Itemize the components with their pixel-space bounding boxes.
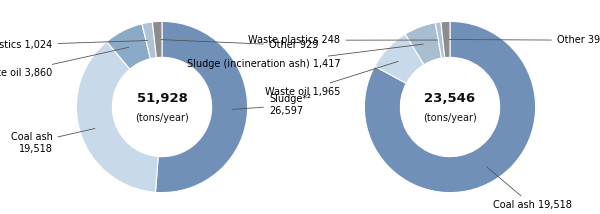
Wedge shape (107, 24, 151, 69)
Text: Other 398: Other 398 (449, 35, 600, 45)
Wedge shape (441, 21, 450, 58)
Text: 23,546: 23,546 (424, 92, 476, 105)
Text: Waste oil 3,860: Waste oil 3,860 (0, 47, 128, 78)
Text: Waste plastics 248: Waste plastics 248 (248, 35, 438, 45)
Wedge shape (142, 22, 157, 59)
Text: (tons/year): (tons/year) (135, 113, 189, 123)
Text: (tons/year): (tons/year) (423, 113, 477, 123)
Wedge shape (364, 21, 536, 193)
Text: Sludge*²
26,597: Sludge*² 26,597 (232, 95, 311, 116)
Text: Coal ash
19,518: Coal ash 19,518 (11, 128, 95, 154)
Wedge shape (76, 42, 158, 192)
Text: Coal ash 19,518: Coal ash 19,518 (487, 167, 572, 210)
Text: Other 929: Other 929 (161, 40, 319, 50)
Text: 51,928: 51,928 (137, 92, 187, 105)
Wedge shape (152, 21, 162, 58)
Wedge shape (405, 23, 442, 65)
Text: Waste oil 1,965: Waste oil 1,965 (265, 61, 398, 97)
Text: Waste plastics 1,024: Waste plastics 1,024 (0, 40, 148, 50)
Text: Sludge (incineration ash) 1,417: Sludge (incineration ash) 1,417 (187, 44, 424, 69)
Wedge shape (375, 34, 424, 83)
Wedge shape (436, 22, 445, 58)
Wedge shape (155, 21, 248, 193)
